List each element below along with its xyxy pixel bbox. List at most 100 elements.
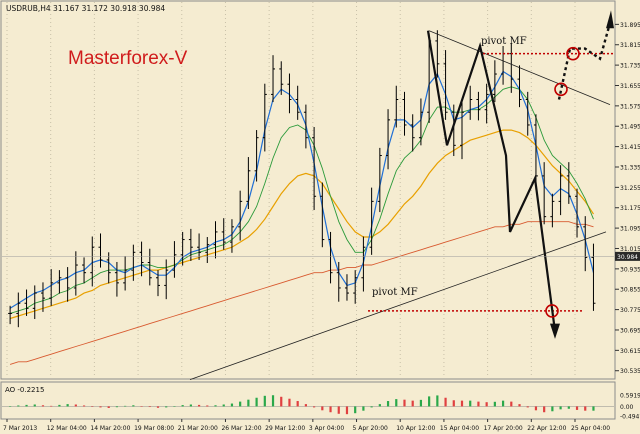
ao-y-tick-label: 0.5919 — [620, 393, 640, 400]
ma-mid-line — [9, 86, 594, 314]
x-tick-label: 21 Mar 20:00 — [178, 425, 218, 432]
pivot-circle — [545, 304, 559, 318]
ao-bar — [173, 406, 176, 407]
ao-bar — [124, 405, 127, 407]
ao-bar — [501, 400, 505, 407]
ao-bar — [559, 406, 562, 410]
ao-bar — [148, 406, 151, 408]
x-tick-label: 22 Apr 12:00 — [527, 425, 566, 432]
x-tick-label: 26 Mar 12:00 — [221, 425, 261, 432]
ao-bar — [551, 406, 554, 412]
ao-bar — [33, 404, 36, 407]
ao-bar — [313, 406, 316, 408]
y-tick-label: 31.495 — [620, 124, 640, 131]
axes: 31.895 31.815 31.735 31.655 31.575 31.495 31.4… — [2, 22, 640, 432]
ao-bar — [543, 406, 546, 413]
y-tick-label: 30.615 — [620, 348, 640, 355]
x-tick-label: 12 Mar 04:00 — [47, 425, 87, 432]
ao-bar — [156, 406, 160, 408]
ao-bar — [321, 406, 324, 411]
pivot-top-label: pivot MF — [481, 36, 527, 47]
ao-bar — [115, 406, 119, 408]
y-tick-label: 31.895 — [620, 22, 640, 29]
ao-bar — [436, 395, 439, 407]
zigzag-wave — [426, 30, 557, 332]
current-price-label: 30.984 — [617, 254, 638, 261]
ao-bar — [255, 397, 258, 407]
ao-bar — [247, 399, 250, 407]
grid — [6, 2, 576, 378]
current-price-tag — [615, 251, 640, 261]
ao-bar — [510, 401, 513, 407]
ao-bar — [230, 403, 234, 407]
x-tick-label: 17 Apr 20:00 — [484, 425, 523, 432]
ao-bar — [354, 406, 357, 414]
ao-bar — [370, 406, 373, 408]
ao-bar — [403, 399, 406, 407]
x-tick-label: 10 Apr 12:00 — [396, 425, 435, 432]
ao-bar — [378, 404, 381, 407]
up-arrow-head — [606, 10, 614, 29]
candles — [8, 30, 596, 328]
x-tick-label: 5 Apr 20:00 — [353, 425, 388, 432]
y-tick-label: 31.255 — [620, 185, 640, 192]
y-tick-label: 31.735 — [620, 63, 640, 70]
ao-bar — [296, 401, 299, 407]
x-tick-label: 25 Apr 04:00 — [571, 425, 610, 432]
ma-fast-line — [9, 70, 595, 309]
y-tick-label: 30.935 — [620, 266, 640, 273]
ao-bar — [592, 406, 595, 411]
y-tick-label: 31.655 — [620, 83, 640, 90]
ao-bar — [9, 406, 12, 407]
y-tick-label: 31.335 — [620, 164, 640, 171]
main-panel-frame — [0, 0, 616, 380]
ao-bar — [107, 406, 110, 408]
ao-bar — [329, 406, 332, 413]
ao-bar — [444, 397, 447, 407]
ao-bar — [140, 406, 143, 407]
resistance-trendline — [428, 30, 611, 105]
x-tick-label: 15 Apr 04:00 — [440, 425, 479, 432]
y-tick-label: 30.535 — [620, 368, 640, 375]
y-tick-label: 31.175 — [620, 205, 640, 212]
ao-panel-frame — [0, 381, 616, 420]
ao-bar — [181, 405, 184, 407]
y-tick-label: 31.815 — [620, 42, 640, 49]
ao-bar — [197, 404, 201, 407]
ao-bar — [58, 404, 61, 407]
ao-bar — [165, 406, 168, 408]
ao-bar — [74, 404, 77, 407]
ma-long-line — [9, 221, 594, 365]
ao-bar — [304, 404, 307, 407]
ao-bar — [493, 401, 496, 407]
ao-bar — [452, 400, 455, 407]
moving-averages — [9, 70, 595, 365]
ao-bar — [337, 406, 340, 414]
projected-path — [557, 22, 612, 100]
y-tick-label: 30.775 — [620, 307, 640, 314]
ao-y-tick-label: 0.00 — [620, 404, 634, 411]
x-tick-label: 7 Mar 2013 — [3, 425, 37, 432]
ao-indicator-label: AO -0.2215 — [5, 386, 44, 394]
ao-bar — [41, 405, 45, 407]
x-tick-label: 14 Mar 20:00 — [90, 425, 130, 432]
ao-bar — [518, 404, 521, 407]
x-tick-label: 19 Mar 08:00 — [134, 425, 174, 432]
ao-bar — [50, 405, 53, 407]
ao-bar — [82, 405, 86, 407]
ao-bar — [263, 395, 266, 407]
ao-bar — [534, 406, 538, 411]
ao-bar — [395, 399, 398, 407]
ao-bar — [280, 396, 283, 407]
ao-bar — [91, 406, 94, 407]
ao-histogram: 0.5919 0.00 -0.4947 — [2, 393, 640, 421]
ao-bar — [584, 406, 587, 411]
y-tick-label: 31.015 — [620, 246, 640, 253]
ao-y-tick-label: -0.4947 — [620, 414, 640, 421]
brand-watermark: Masterforex-V — [68, 48, 188, 69]
ao-bar — [66, 404, 69, 407]
ao-bar — [25, 404, 28, 407]
ao-bar — [428, 396, 431, 407]
